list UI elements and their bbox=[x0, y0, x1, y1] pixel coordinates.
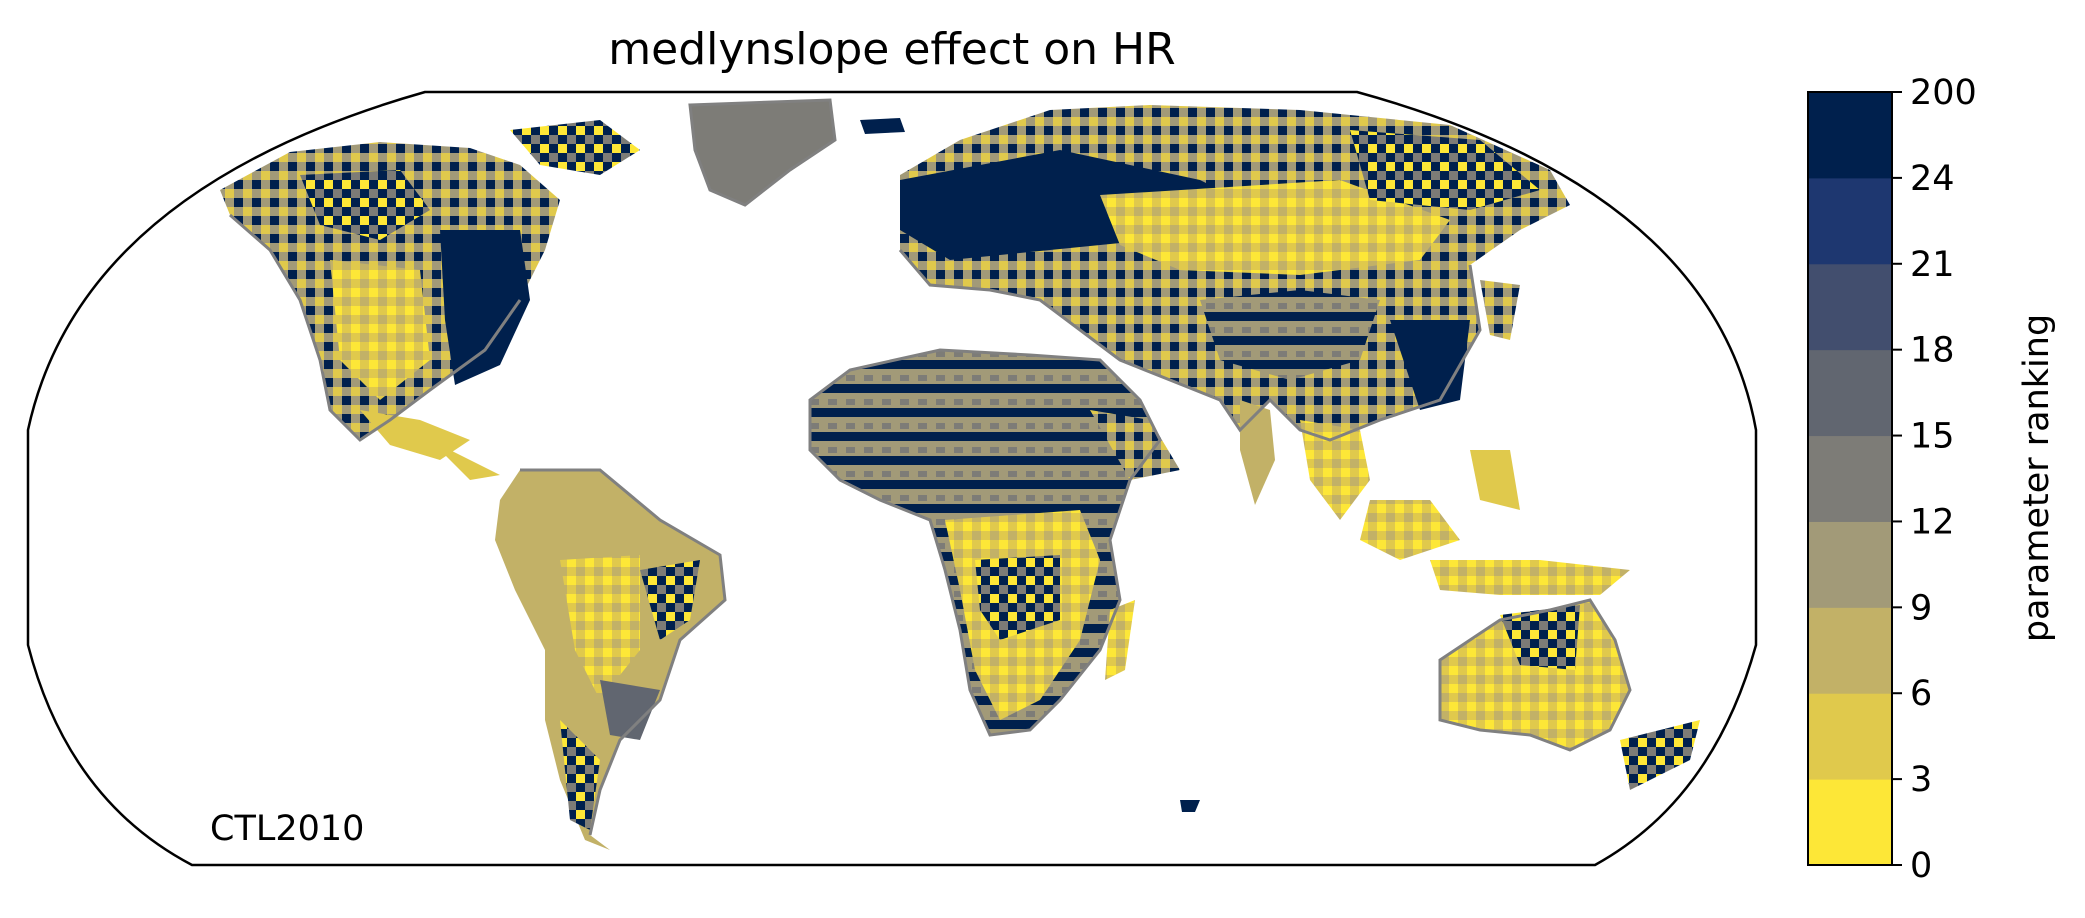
globe-outline bbox=[26, 90, 1758, 867]
colorbar-bin-21-24 bbox=[1808, 177, 1892, 265]
colorbar-tick-label: 9 bbox=[1910, 588, 1932, 628]
colorbar-tick-label: 0 bbox=[1910, 846, 1932, 886]
coastlines bbox=[229, 98, 1632, 836]
colorbar-bin-6-9 bbox=[1808, 607, 1892, 694]
run-label: CTL2010 bbox=[210, 809, 364, 849]
se-asia-islands bbox=[1360, 450, 1630, 595]
map-area bbox=[220, 98, 1700, 850]
colorbar-label: parameter ranking bbox=[2017, 314, 2057, 642]
colorbar-bin-18-21 bbox=[1808, 263, 1892, 351]
eurasia bbox=[900, 105, 1570, 520]
colorbar-tick-label: 200 bbox=[1910, 73, 1977, 113]
colorbar-ticks: 200 24 21 18 15 12 9 6 3 0 bbox=[1892, 73, 1977, 886]
north-america bbox=[220, 142, 560, 480]
colorbar-tick-label: 3 bbox=[1910, 760, 1932, 800]
colorbar-tick-label: 21 bbox=[1910, 245, 1955, 285]
colorbar-bin-24-200 bbox=[1808, 92, 1892, 179]
colorbar-bins bbox=[1808, 92, 1892, 866]
colorbar-bin-12-15 bbox=[1808, 435, 1892, 522]
colorbar-bin-0-3 bbox=[1808, 779, 1892, 866]
colorbar-bin-15-18 bbox=[1808, 349, 1892, 437]
colorbar-tick-label: 12 bbox=[1910, 502, 1955, 542]
colorbar-tick-label: 24 bbox=[1910, 159, 1955, 199]
map-title: medlynslope effect on HR bbox=[608, 24, 1175, 75]
south-america bbox=[495, 470, 725, 850]
colorbar-bin-3-6 bbox=[1808, 693, 1892, 780]
africa bbox=[810, 350, 1180, 735]
colorbar-tick-label: 15 bbox=[1910, 417, 1955, 457]
greenland bbox=[510, 100, 905, 205]
australia bbox=[1180, 600, 1700, 812]
colorbar-tick-label: 18 bbox=[1910, 331, 1955, 371]
colorbar-bin-9-12 bbox=[1808, 521, 1892, 608]
colorbar-tick-label: 6 bbox=[1910, 674, 1932, 714]
colorbar-frame bbox=[1807, 91, 1893, 866]
colorbar: 200 24 21 18 15 12 9 6 3 0 parameter ranking bbox=[1807, 73, 2057, 886]
